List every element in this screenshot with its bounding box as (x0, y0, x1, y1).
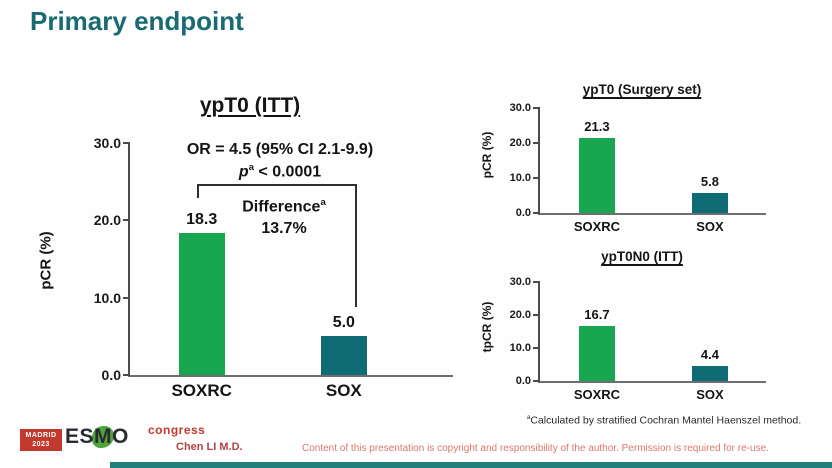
y-tick-mark (123, 142, 130, 144)
bar-soxrc (178, 233, 225, 375)
y-tick-label: 20.0 (93, 212, 121, 229)
y-tick-label: 0.0 (515, 375, 531, 387)
chart-title-ypt0n0: ypT0N0 (ITT) (601, 249, 683, 264)
y-tick-label: 10.0 (509, 171, 531, 184)
bar-sox (320, 336, 367, 375)
author-name: Chen LI M.D. (176, 441, 243, 453)
bar-sox (691, 366, 728, 381)
bar-value-label-sox: 4.4 (700, 347, 719, 363)
y-tick-mark (533, 141, 540, 144)
bar-sox (691, 192, 728, 213)
y-tick-mark (533, 313, 540, 316)
y-tick-label: 10.0 (93, 289, 121, 306)
y-tick-mark (533, 176, 540, 179)
plot-area-ypt0n0: 30.0 20.0 10.0 0.0 16.7 SOXRC 4.4 SOX (510, 276, 766, 402)
bar-value-label-soxrc: 18.3 (186, 211, 218, 229)
category-label-soxrc: SOXRC (171, 381, 232, 400)
category-label-soxrc: SOXRC (573, 387, 621, 402)
y-tick-mark (533, 380, 540, 382)
madrid-2023-badge: MADRID 2023 (20, 429, 62, 451)
y-tick-label: 20.0 (509, 308, 531, 321)
category-label-sox: SOX (325, 381, 362, 400)
category-label-soxrc: SOXRC (573, 219, 621, 234)
odds-ratio-annotation: OR = 4.5 (95% CI 2.1-9.9) (186, 141, 374, 158)
category-label-sox: SOX (696, 387, 724, 402)
logo-year: 2023 (32, 441, 50, 448)
chart-title-ypt0-surgery: ypT0 (Surgery set) (582, 82, 702, 97)
p-value-annotation: pa < 0.0001 (238, 162, 322, 181)
y-tick-label: 10.0 (509, 341, 531, 354)
bar-value-label-soxrc: 21.3 (584, 119, 610, 135)
y-tick-label: 0.0 (515, 207, 531, 219)
y-tick-mark (533, 107, 540, 109)
comparison-bracket-horizontal (197, 184, 357, 186)
y-tick-label: 30.0 (93, 135, 121, 151)
category-label-sox: SOX (696, 219, 724, 234)
plot-area-ypt0-surgery: 30.0 20.0 10.0 0.0 21.3 SOXRC 5.8 SOX (510, 102, 766, 234)
difference-annotation: Differencea 13.7% (242, 197, 326, 238)
comparison-bracket-right (355, 184, 357, 307)
slide-bottom-accent-bar (110, 462, 832, 468)
chart-title-ypt0-itt: ypT0 (ITT) (199, 94, 301, 117)
bar-value-label-sox: 5.8 (700, 173, 719, 189)
method-footnote: aCalculated by stratified Cochran Mantel… (526, 414, 802, 427)
y-tick-label: 0.0 (101, 367, 121, 383)
y-tick-mark (533, 281, 540, 283)
esmo-wordmark: ESMO congress (65, 423, 206, 448)
esmo-green-blob-icon (92, 426, 114, 448)
y-tick-label: 30.0 (509, 276, 531, 288)
y-tick-mark (533, 212, 540, 214)
logo-congress-text: congress (148, 423, 206, 437)
y-tick-mark (123, 296, 130, 299)
y-axis-label: pCR (%) (37, 231, 55, 290)
esmo-congress-logo: MADRID 2023 ESMO congress (20, 423, 206, 455)
y-tick-mark (533, 346, 540, 349)
bar-soxrc (578, 138, 615, 213)
plot-area-ypt0-itt: 30.0 20.0 10.0 0.0 18.3 SOXRC 5.0 SOX (94, 135, 453, 400)
bar-value-label-soxrc: 16.7 (584, 306, 610, 322)
y-tick-mark (123, 219, 130, 222)
logo-city: MADRID (25, 432, 57, 439)
bar-value-label-sox: 5.0 (332, 314, 355, 332)
slide-title: Primary endpoint (30, 6, 244, 36)
y-tick-mark (123, 374, 130, 376)
comparison-bracket-left (197, 184, 199, 198)
copyright-notice: Content of this presentation is copyrigh… (302, 443, 769, 454)
y-tick-label: 30.0 (509, 102, 531, 114)
y-tick-label: 20.0 (509, 136, 531, 149)
bar-soxrc (578, 325, 615, 381)
